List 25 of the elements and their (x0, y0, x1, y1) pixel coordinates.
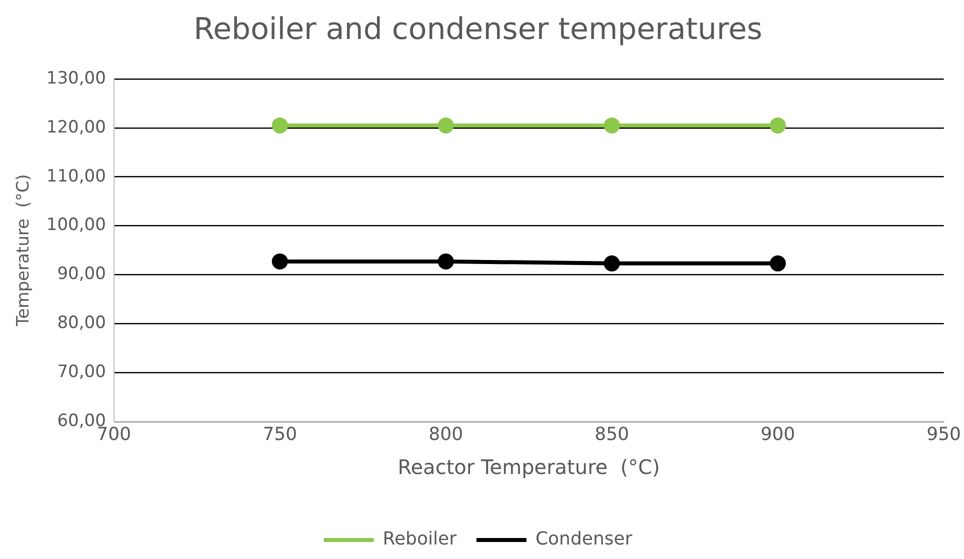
x-tick-label: 800 (428, 424, 464, 445)
chart-title: Reboiler and condenser temperatures (194, 12, 762, 47)
point (604, 255, 620, 272)
point (272, 117, 288, 134)
y-tick-label: 100,00 (46, 215, 106, 236)
x-tick-label: 950 (926, 424, 961, 445)
x-tick-label: 900 (760, 424, 796, 445)
x-axis-title: Reactor Temperature (°C) (398, 455, 660, 480)
point (770, 255, 786, 272)
y-tick-label: 130,00 (46, 68, 106, 88)
y-axis-title: Temperature (°C) (14, 174, 34, 328)
x-tick-label: 750 (262, 424, 298, 445)
point (438, 117, 454, 134)
legend-label: Reboiler (382, 528, 458, 550)
x-tick-label: 850 (594, 424, 630, 445)
y-tick-label: 70,00 (57, 362, 106, 382)
y-tick-label: 110,00 (46, 166, 106, 186)
legend-label: Condenser (535, 528, 633, 550)
point (604, 117, 620, 134)
y-tick-label: 120,00 (46, 117, 106, 138)
y-tick-label: 80,00 (57, 312, 106, 333)
point (272, 253, 288, 270)
point (438, 253, 454, 270)
point (770, 117, 786, 134)
y-tick-label: 90,00 (57, 264, 106, 284)
